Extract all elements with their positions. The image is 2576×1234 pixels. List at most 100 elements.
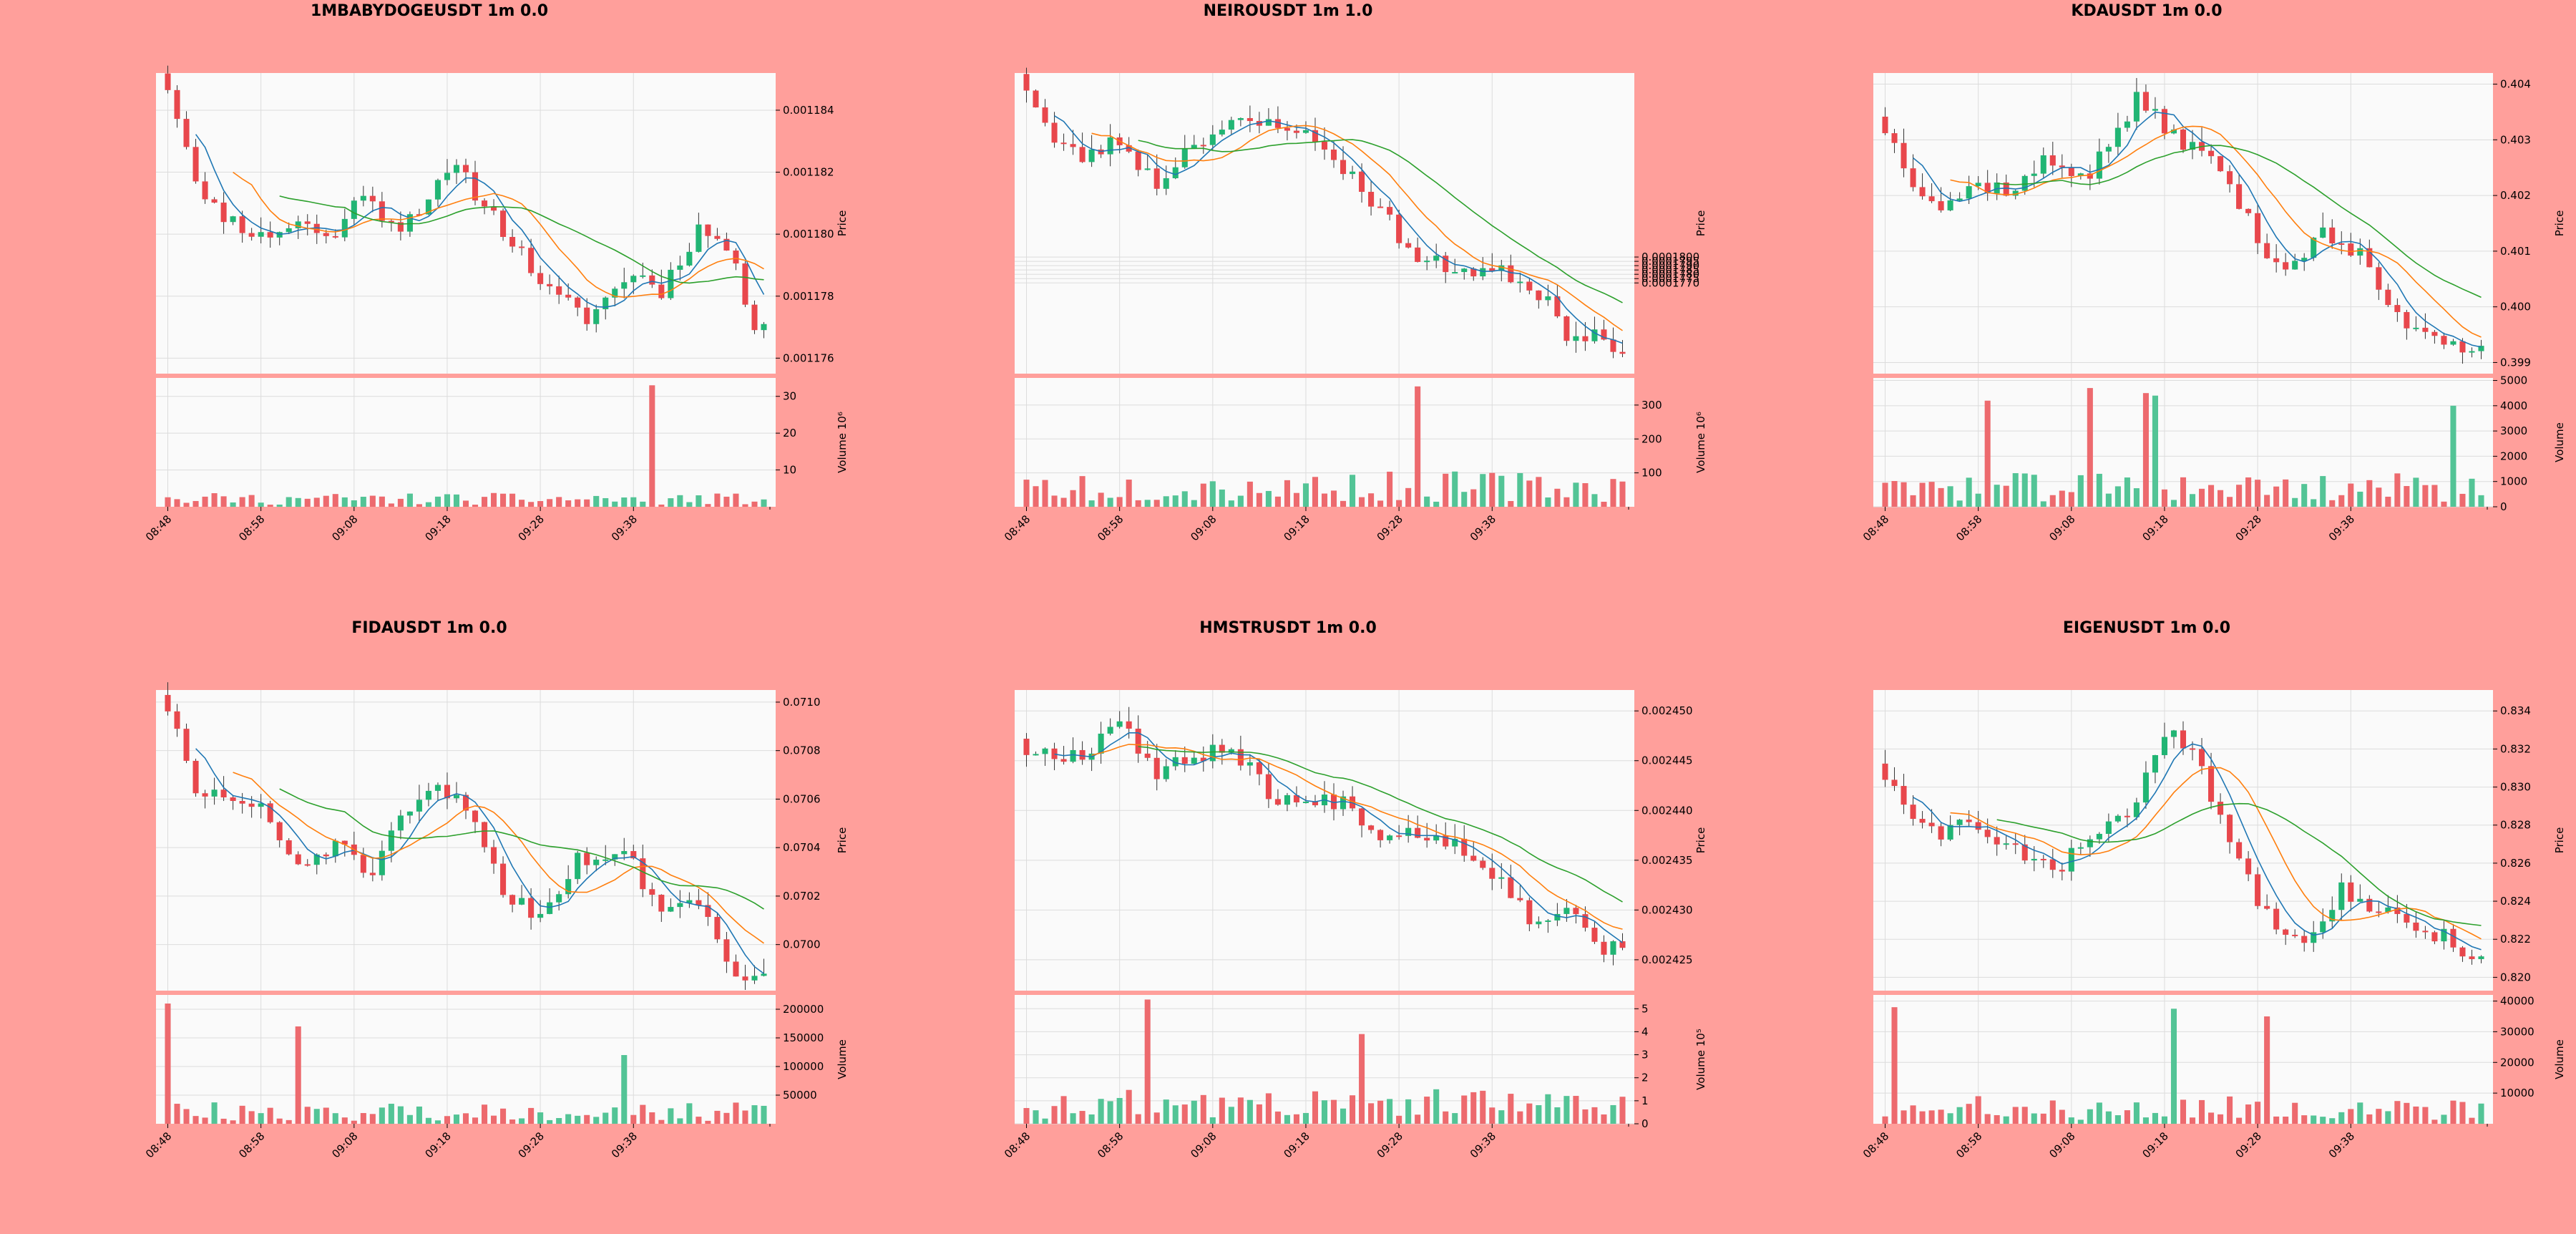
volume-bar xyxy=(1340,1108,1347,1124)
volume-bar xyxy=(2059,490,2065,507)
volume-bar xyxy=(1517,1111,1523,1124)
candle-body xyxy=(1163,766,1169,779)
price-tick-label: 0.400 xyxy=(2500,301,2531,314)
volume-bar xyxy=(2469,478,2475,507)
volume-tick-label: 150000 xyxy=(783,1031,824,1044)
candle-body xyxy=(1033,754,1039,756)
candle-body xyxy=(1610,941,1616,955)
volume-bar xyxy=(1563,1096,1570,1124)
candle-body xyxy=(668,907,674,912)
candle-body xyxy=(1237,118,1244,120)
candlestick-chart: 1MBABYDOGEUSDT 1m 0.0 0.001176 0.001178 0.0… xyxy=(143,2,849,543)
candle-body xyxy=(2320,921,2326,933)
volume-bar xyxy=(1405,487,1412,507)
candle-body xyxy=(295,221,301,228)
volume-bar xyxy=(1554,488,1561,507)
candle-body xyxy=(1910,805,1916,820)
candle-body xyxy=(1994,837,2000,845)
volume-bar xyxy=(1256,1104,1262,1124)
price-tick-label: 0.002440 xyxy=(1641,804,1693,817)
candle-body xyxy=(1919,819,1926,823)
volume-bar xyxy=(220,496,227,507)
volume-bar xyxy=(2049,495,2056,507)
candle-body xyxy=(2338,882,2345,910)
volume-bar xyxy=(1246,1099,1253,1124)
candle-body xyxy=(1126,721,1132,729)
candle-body xyxy=(1526,281,1533,291)
volume-bar xyxy=(612,501,618,507)
time-tick-label: 09:38 xyxy=(2326,512,2357,543)
volume-bar xyxy=(230,502,236,507)
volume-bar xyxy=(2003,485,2009,507)
volume-bar xyxy=(556,1118,562,1124)
volume-bar xyxy=(1601,1114,1607,1124)
candle-body xyxy=(547,902,553,914)
volume-bar xyxy=(1910,1105,1916,1124)
time-tick-label: 08:48 xyxy=(143,512,174,543)
candle-body xyxy=(1387,207,1393,215)
volume-bar xyxy=(621,1055,628,1124)
volume-bar xyxy=(1433,1089,1440,1124)
candle-body xyxy=(332,840,338,857)
candle-body xyxy=(1051,122,1058,143)
volume-tick-label: 0 xyxy=(1641,1117,1649,1130)
volume-bar xyxy=(2404,486,2410,507)
volume-bar xyxy=(369,1114,376,1124)
volume-bar xyxy=(1424,496,1430,507)
candle-body xyxy=(500,210,507,238)
volume-bar xyxy=(2180,477,2187,507)
volume-bar xyxy=(2292,497,2298,507)
volume-bar xyxy=(2264,1016,2270,1124)
volume-bar xyxy=(192,500,199,507)
volume-bar xyxy=(1033,486,1039,507)
candle-body xyxy=(1545,296,1551,301)
candle-body xyxy=(2040,155,2046,174)
candle-body xyxy=(630,276,637,283)
volume-bar xyxy=(2218,490,2224,507)
candle-body xyxy=(360,855,366,873)
time-tick-label: 09:28 xyxy=(1375,1129,1405,1160)
price-tick-label: 0.830 xyxy=(2500,781,2531,794)
candle-body xyxy=(593,860,600,865)
candle-body xyxy=(2459,341,2466,353)
candle-body xyxy=(397,815,404,831)
volume-bar xyxy=(761,499,767,507)
candle-body xyxy=(323,854,329,857)
candle-body xyxy=(1938,201,1944,210)
volume-bar xyxy=(2450,405,2457,507)
candle-body xyxy=(509,237,516,247)
volume-bar xyxy=(1359,1034,1365,1124)
volume-bar xyxy=(2198,1099,2205,1124)
volume-bar xyxy=(2376,487,2382,507)
volume-bar xyxy=(2133,488,2140,507)
price-plot-area xyxy=(156,690,776,991)
candle-body xyxy=(733,251,739,264)
candle-body xyxy=(434,180,441,200)
volume-bar xyxy=(2021,1107,2028,1124)
candle-body xyxy=(2059,870,2065,872)
volume-bar xyxy=(165,1004,171,1124)
candle-body xyxy=(2031,173,2037,176)
volume-bar xyxy=(2189,494,2196,507)
candle-body xyxy=(1246,762,1253,766)
volume-bar xyxy=(1424,1097,1430,1124)
volume-bar xyxy=(1984,400,1991,507)
price-tick-label: 0.399 xyxy=(2500,356,2531,369)
candle-body xyxy=(1359,808,1365,826)
volume-bar xyxy=(1461,1095,1468,1124)
volume-bar xyxy=(1919,1111,1926,1124)
volume-plot-area xyxy=(156,378,776,507)
volume-bar xyxy=(519,1118,525,1124)
candle-body xyxy=(1107,137,1113,155)
candle-body xyxy=(658,895,665,912)
volume-bar xyxy=(2245,477,2252,507)
volume-bar xyxy=(1256,492,1262,507)
candle-body xyxy=(2152,754,2158,773)
chart-panel: EIGENUSDT 1m 0.0 0.820 0.822 0.824 0.826 0.82… xyxy=(1717,617,2576,1234)
volume-axis-label: Volume 10⁶ xyxy=(836,412,849,473)
candle-body xyxy=(1042,107,1048,123)
candle-body xyxy=(2049,155,2056,166)
volume-bar xyxy=(2124,477,2130,507)
time-tick-label: 08:48 xyxy=(143,1129,174,1160)
volume-bar xyxy=(1582,483,1589,507)
